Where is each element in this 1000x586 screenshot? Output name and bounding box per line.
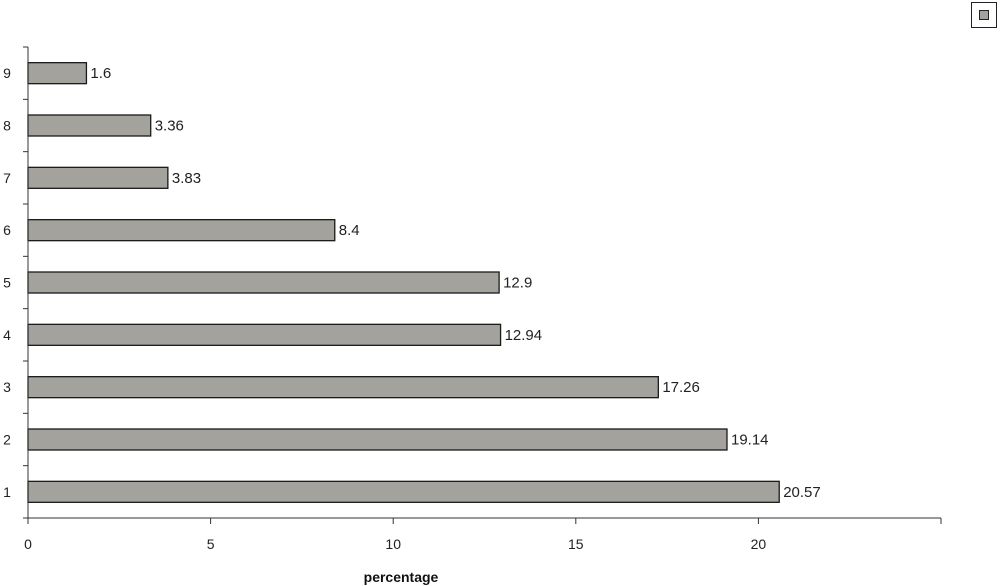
- value-label-3: 17.26: [662, 379, 700, 396]
- category-label-5: 5: [3, 275, 11, 291]
- value-label-4: 12.94: [505, 327, 543, 344]
- category-label-3: 3: [3, 379, 11, 395]
- category-label-4: 4: [3, 327, 11, 343]
- value-label-5: 12.9: [503, 275, 532, 292]
- value-label-9: 1.6: [90, 65, 111, 82]
- bar-4: [27, 323, 502, 346]
- category-label-6: 6: [3, 222, 11, 238]
- value-label-6: 8.4: [339, 222, 360, 239]
- x-axis-title: percentage: [364, 569, 439, 585]
- bar-2: [27, 428, 728, 451]
- bar-3: [27, 376, 659, 399]
- bars-layer: 20.57 19.14 17.26 12.94 12.9 8.4 3.83 3.36 1.6: [27, 62, 821, 503]
- bar-7: [27, 166, 169, 189]
- x-tick-label: 20: [751, 536, 767, 552]
- category-label-2: 2: [3, 432, 11, 448]
- category-label-9: 9: [3, 65, 11, 81]
- x-tick-label: 10: [385, 536, 401, 552]
- bar-9: [27, 62, 88, 85]
- bar-8: [27, 114, 152, 137]
- category-label-8: 8: [3, 118, 11, 134]
- x-tick-label: 5: [207, 536, 215, 552]
- bar-6: [27, 219, 336, 242]
- category-label-1: 1: [3, 484, 11, 500]
- bar-5: [27, 271, 500, 294]
- category-label-7: 7: [3, 170, 11, 186]
- axes-layer: 1 2 3 4 5 6 7 8 9 0 5 10 15 20: [3, 46, 942, 552]
- value-label-2: 19.14: [731, 432, 769, 449]
- x-tick-label: 0: [24, 536, 32, 552]
- bar-1: [27, 480, 780, 503]
- x-tick-label: 15: [568, 536, 584, 552]
- value-label-7: 3.83: [172, 170, 201, 187]
- legend-swatch: [979, 10, 989, 20]
- value-label-8: 3.36: [155, 118, 184, 135]
- legend: [971, 2, 997, 28]
- value-label-1: 20.57: [783, 484, 821, 501]
